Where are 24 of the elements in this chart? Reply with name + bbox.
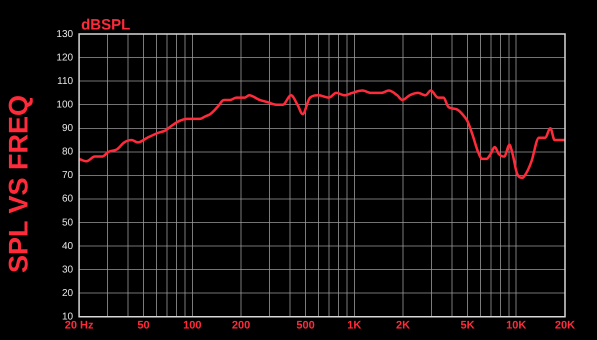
x-tick-label: 50 bbox=[137, 319, 150, 332]
y-tick-label: 80 bbox=[62, 146, 74, 158]
x-tick-label: 2K bbox=[396, 319, 410, 332]
y-tick-label: 50 bbox=[62, 217, 74, 228]
y-tick-label: 130 bbox=[56, 28, 74, 40]
y-tick-label: 20 bbox=[62, 288, 74, 299]
y-axis-title: dBSPL bbox=[81, 16, 130, 34]
y-tick-label: 60 bbox=[62, 194, 74, 205]
x-tick-label: 100 bbox=[183, 319, 202, 332]
y-tick-label: 40 bbox=[62, 240, 74, 252]
y-tick-label: 90 bbox=[62, 123, 74, 134]
x-tick-label: 10K bbox=[506, 319, 526, 332]
y-tick-label: 110 bbox=[57, 76, 74, 87]
y-tick-label: 30 bbox=[62, 264, 74, 276]
x-tick-label: 20K bbox=[554, 319, 576, 332]
x-tick-label: 1K bbox=[347, 319, 362, 332]
x-tick-label: 200 bbox=[232, 319, 250, 332]
x-tick-label: 20 Hz bbox=[64, 319, 94, 332]
x-tick-label: 5K bbox=[460, 319, 475, 332]
y-tick-label: 120 bbox=[56, 52, 74, 64]
x-tick-label: 500 bbox=[296, 319, 315, 332]
y-tick-label: 70 bbox=[62, 170, 74, 182]
y-tick-label: 100 bbox=[56, 99, 74, 110]
text: SPL VS FREQ bbox=[4, 94, 34, 274]
